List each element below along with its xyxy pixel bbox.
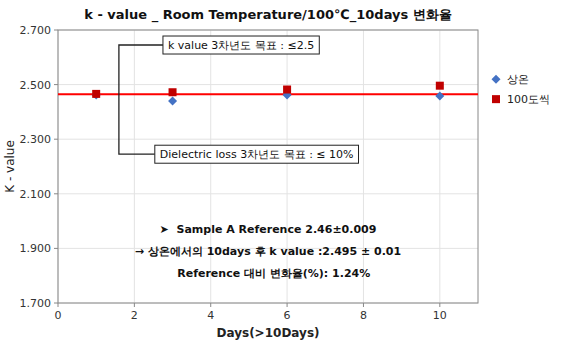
tick bbox=[363, 303, 364, 307]
annotation-box bbox=[155, 145, 359, 163]
point bbox=[168, 96, 177, 105]
tick bbox=[287, 303, 288, 307]
tick-label: 8 bbox=[360, 309, 367, 322]
y-label: K - value bbox=[3, 140, 17, 193]
tick bbox=[54, 303, 58, 304]
tick bbox=[54, 248, 58, 249]
annotation-box bbox=[163, 36, 319, 54]
tick bbox=[54, 193, 58, 194]
point bbox=[283, 86, 291, 94]
grid-line bbox=[134, 30, 135, 303]
tick bbox=[439, 303, 440, 307]
point bbox=[435, 92, 444, 101]
annotation: ➤ Sample A Reference 2.46±0.009 bbox=[160, 223, 377, 236]
series bbox=[92, 82, 444, 98]
tick-label: 1.900 bbox=[20, 242, 52, 255]
grid-line bbox=[363, 30, 364, 303]
tick bbox=[58, 303, 59, 307]
title: k - value _ Room Temperature/100℃_10days… bbox=[84, 7, 452, 23]
bracket bbox=[119, 45, 163, 154]
legend-label: 상온 bbox=[507, 73, 529, 86]
point bbox=[92, 90, 100, 98]
legend-label: 100도씩 bbox=[507, 93, 550, 106]
tick-label: 2 bbox=[131, 309, 138, 322]
point bbox=[436, 82, 444, 90]
data bbox=[58, 82, 478, 106]
tick-label: 2.100 bbox=[20, 188, 52, 201]
annotation: → 상온에서의 10days 후 k value :2.495 ± 0.01 bbox=[135, 245, 401, 258]
grid-line bbox=[58, 84, 478, 85]
grid-line bbox=[210, 30, 211, 303]
series bbox=[92, 90, 445, 105]
grid-line bbox=[58, 193, 478, 194]
tick-label: 4 bbox=[207, 309, 214, 322]
legend-marker bbox=[492, 95, 500, 103]
grid-line bbox=[58, 139, 478, 140]
annotation: Dielectric loss 3차년도 목표 : ≤ 10% bbox=[160, 148, 354, 161]
tick bbox=[210, 303, 211, 307]
point bbox=[92, 90, 101, 99]
point bbox=[169, 88, 177, 96]
tick-label: 0 bbox=[55, 309, 62, 322]
tick-label: 2.300 bbox=[20, 133, 52, 146]
reference-line bbox=[58, 93, 478, 95]
annotation: Reference 대비 변화율(%): 1.24% bbox=[166, 267, 371, 280]
tick bbox=[54, 30, 58, 31]
tick-label: 1.700 bbox=[20, 297, 52, 310]
annotation: k value 3차년도 목표 : ≤2.5 bbox=[168, 39, 314, 52]
grid bbox=[58, 30, 478, 303]
tick-label: 10 bbox=[433, 309, 447, 322]
annotations: k value 3차년도 목표 : ≤2.5 Dielectric loss 3차… bbox=[119, 36, 401, 280]
grid-line bbox=[439, 30, 440, 303]
x-label: Days(>10Days) bbox=[216, 326, 319, 340]
tick bbox=[54, 139, 58, 140]
plot-frame bbox=[58, 30, 478, 303]
axes: 0 2 4 6 8 10 1.700 1.900 2.100 2.300 2.500 2.700 bbox=[20, 24, 479, 322]
tick-label: 2.700 bbox=[20, 24, 52, 37]
tick-label: 6 bbox=[284, 309, 291, 322]
legend-marker bbox=[492, 75, 501, 84]
tick bbox=[54, 84, 58, 85]
tick-label: 2.500 bbox=[20, 79, 52, 92]
tick bbox=[134, 303, 135, 307]
chart: 0 2 4 6 8 10 1.700 1.900 2.100 2.300 2.500 2.700 Day… bbox=[0, 0, 570, 345]
legend: 상온 100도씩 bbox=[492, 73, 551, 106]
grid-line bbox=[287, 30, 288, 303]
